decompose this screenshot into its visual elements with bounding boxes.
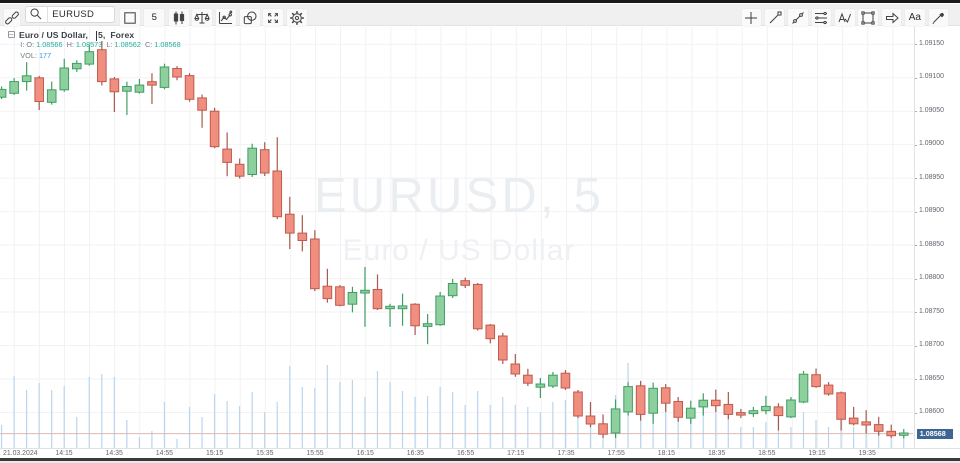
- svg-text:Euro / US Dollar: Euro / US Dollar: [343, 234, 576, 267]
- svg-text:EURUSD, 5: EURUSD, 5: [314, 169, 604, 223]
